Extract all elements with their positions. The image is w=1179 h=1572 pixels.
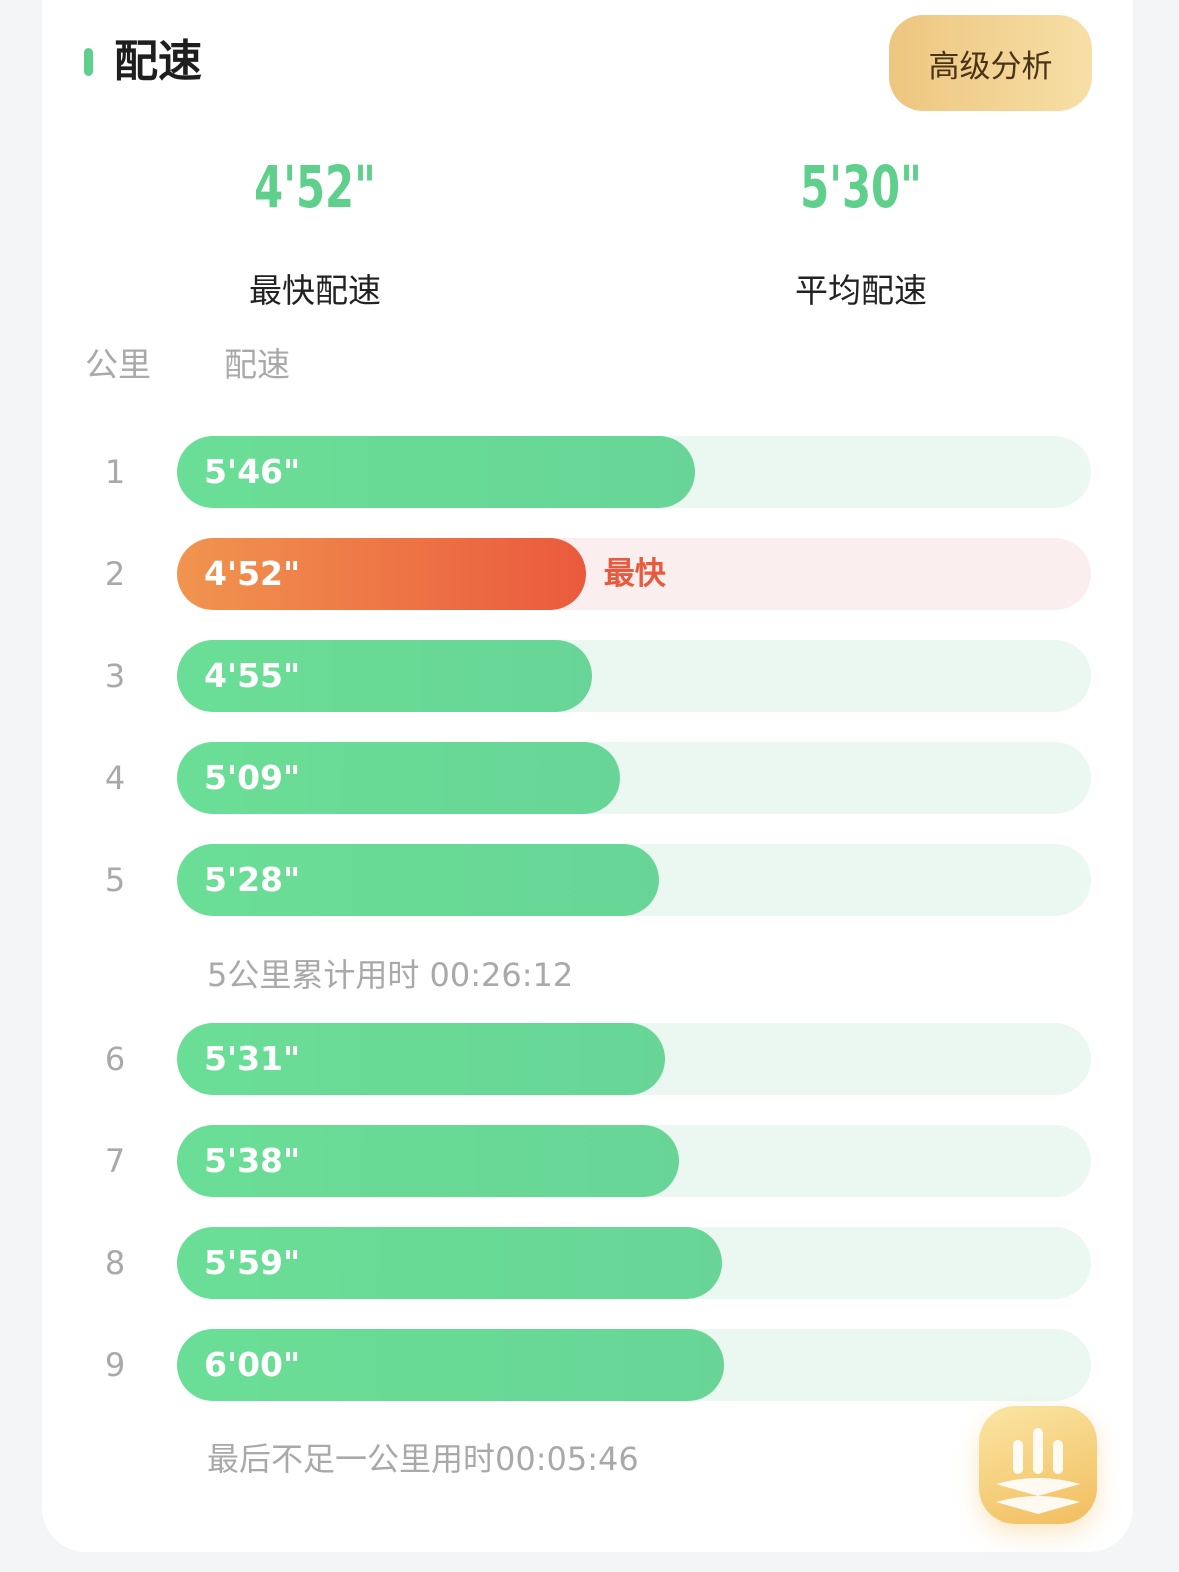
split-row-track: 5'46" xyxy=(177,436,1091,508)
average-pace-value: 5'30" xyxy=(800,153,922,221)
split-pace-bar: 5'59" xyxy=(177,1227,722,1299)
analysis-chart-icon xyxy=(996,1428,1080,1514)
fastest-pace-value: 4'52" xyxy=(254,153,376,221)
split-pace-bar: 6'00" xyxy=(177,1329,724,1401)
analysis-fab-button[interactable] xyxy=(979,1406,1097,1524)
split-pace-bar: 5'09" xyxy=(177,742,621,814)
split-pace-bar: 5'38" xyxy=(177,1125,680,1197)
split-pace-bar: 4'52" xyxy=(177,538,586,610)
split-km-label: 8 xyxy=(104,1244,126,1282)
title-accent-bar xyxy=(84,48,93,76)
advanced-analysis-button[interactable]: 高级分析 xyxy=(889,15,1092,111)
split-pace-bar: 5'31" xyxy=(177,1023,665,1095)
cumulative-time-note: 5公里累计用时 00:26:12 xyxy=(207,956,574,994)
column-header-pace: 配速 xyxy=(224,345,290,384)
split-row-track: 4'52" 最快 xyxy=(177,538,1091,610)
split-row-track: 6'00" xyxy=(177,1329,1091,1401)
last-partial-km-note: 最后不足一公里用时00:05:46 xyxy=(207,1440,639,1478)
split-pace-bar: 4'55" xyxy=(177,640,592,712)
split-row-track: 5'28" xyxy=(177,844,1091,916)
average-pace-label: 平均配速 xyxy=(795,271,927,310)
split-km-label: 4 xyxy=(104,759,126,797)
split-pace-bar: 5'46" xyxy=(177,436,696,508)
split-km-label: 3 xyxy=(104,657,126,695)
split-km-label: 1 xyxy=(104,453,126,491)
split-row-track: 5'38" xyxy=(177,1125,1091,1197)
split-row-track: 4'55" xyxy=(177,640,1091,712)
split-row-track: 5'09" xyxy=(177,742,1091,814)
section-title: 配速 xyxy=(114,36,202,87)
split-row-track: 5'59" xyxy=(177,1227,1091,1299)
fastest-pace-label: 最快配速 xyxy=(249,271,381,310)
column-header-km: 公里 xyxy=(85,345,151,384)
split-km-label: 2 xyxy=(104,555,126,593)
split-km-label: 7 xyxy=(104,1142,126,1180)
split-pace-bar: 5'28" xyxy=(177,844,659,916)
split-km-label: 9 xyxy=(104,1346,126,1384)
split-km-label: 6 xyxy=(104,1040,126,1078)
split-km-label: 5 xyxy=(104,861,126,899)
split-row-track: 5'31" xyxy=(177,1023,1091,1095)
fastest-tag: 最快 xyxy=(603,556,666,592)
